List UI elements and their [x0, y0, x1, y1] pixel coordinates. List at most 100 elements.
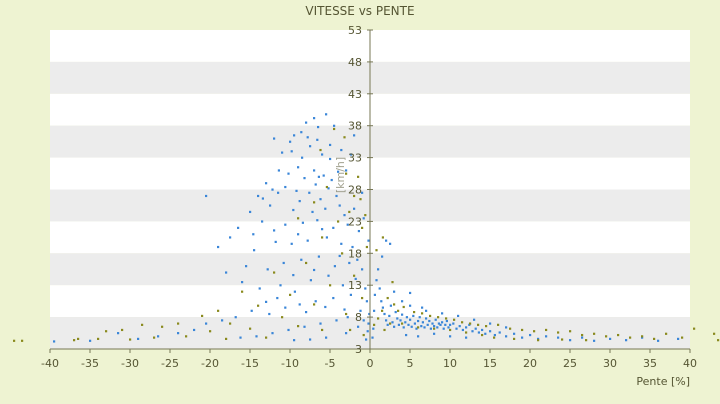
data-point-primary [353, 207, 356, 210]
data-point-primary [324, 305, 327, 309]
data-point-secondary [581, 333, 584, 337]
data-point-primary [389, 242, 392, 245]
data-point-secondary [477, 323, 480, 326]
data-point-secondary [325, 185, 328, 189]
data-point-primary [338, 204, 341, 207]
data-point-secondary [641, 335, 644, 338]
data-point-primary [317, 255, 320, 258]
data-point-primary [367, 239, 370, 242]
data-point-primary [505, 326, 508, 329]
y-tick-label: 8 [355, 311, 362, 324]
data-point-primary [361, 191, 364, 194]
data-point-secondary [509, 327, 512, 330]
data-point-primary [380, 300, 383, 303]
x-tick-label: 20 [523, 357, 537, 370]
data-point-primary [381, 255, 384, 258]
data-point-primary [493, 333, 496, 337]
data-point-primary [529, 333, 532, 337]
data-point-secondary [201, 314, 204, 318]
data-point-secondary [386, 296, 389, 300]
data-point-primary [445, 319, 448, 323]
data-point-primary [250, 309, 253, 312]
data-point-primary [641, 336, 644, 339]
data-point-primary [381, 306, 384, 309]
data-point-secondary [665, 332, 668, 335]
data-point-primary [276, 296, 279, 300]
data-point-primary [261, 220, 264, 223]
data-point-secondary [341, 252, 344, 255]
data-point-secondary [375, 249, 378, 252]
data-point-secondary [497, 323, 500, 326]
data-point-secondary [593, 332, 596, 335]
data-point-primary [322, 174, 325, 177]
data-point-primary [303, 325, 306, 328]
data-point-primary [426, 323, 429, 326]
data-point-primary [468, 323, 471, 326]
data-point-primary [327, 274, 330, 277]
data-point-secondary [321, 236, 324, 239]
data-point-primary [316, 138, 319, 141]
data-point-secondary [333, 127, 336, 131]
y-tick-label: 18 [348, 247, 362, 260]
data-point-primary [330, 178, 333, 182]
data-point-secondary [329, 284, 332, 287]
data-point-primary [409, 291, 412, 295]
x-tick-label: 10 [443, 357, 457, 370]
data-point-primary [273, 229, 276, 232]
data-point-secondary [313, 303, 316, 306]
data-point-primary [317, 125, 320, 129]
data-point-secondary [361, 226, 364, 229]
data-point-primary [439, 323, 442, 326]
data-point-primary [385, 319, 388, 322]
data-point-primary [609, 337, 612, 340]
data-point-secondary [265, 336, 268, 339]
data-point-primary [311, 210, 314, 214]
data-point-primary [415, 327, 418, 330]
data-point-primary [293, 134, 296, 137]
x-tick-label: -30 [121, 357, 139, 370]
data-point-secondary [713, 332, 716, 335]
data-point-primary [513, 332, 516, 335]
data-point-primary [297, 166, 300, 169]
data-point-primary [401, 300, 404, 303]
data-point-primary [319, 198, 322, 201]
data-point-secondary [465, 331, 468, 334]
data-point-primary [340, 242, 343, 245]
data-point-primary [325, 236, 328, 239]
data-point-primary [292, 273, 295, 277]
y-tick-label: 3 [355, 343, 362, 356]
data-point-primary [332, 226, 335, 229]
data-point-primary [277, 191, 280, 194]
data-point-secondary [289, 293, 292, 296]
data-point-primary [359, 309, 362, 312]
data-point-primary [351, 245, 354, 249]
data-point-primary [364, 287, 367, 290]
data-point-primary [375, 279, 378, 282]
data-point-primary [255, 335, 258, 338]
data-point-primary [337, 170, 340, 173]
data-point-secondary [429, 314, 432, 318]
x-tick-label: 35 [643, 357, 657, 370]
data-point-secondary [105, 330, 108, 333]
data-point-primary [441, 312, 444, 315]
data-point-secondary [513, 337, 516, 340]
data-point-primary [420, 325, 423, 328]
data-point-primary [225, 271, 228, 274]
data-point-primary [324, 207, 327, 210]
data-point-primary [371, 336, 374, 339]
data-point-primary [474, 327, 477, 330]
data-point-primary [455, 327, 458, 330]
data-point-primary [458, 325, 461, 328]
data-point-primary [341, 284, 344, 287]
data-point-primary [465, 326, 468, 329]
data-point-primary [457, 314, 460, 318]
data-point-primary [277, 169, 280, 172]
data-point-primary [417, 319, 420, 323]
x-tick-label: 25 [563, 357, 577, 370]
data-point-primary [290, 242, 293, 245]
data-point-primary [137, 337, 140, 340]
data-point-primary [338, 254, 341, 258]
data-point-primary [269, 204, 272, 207]
